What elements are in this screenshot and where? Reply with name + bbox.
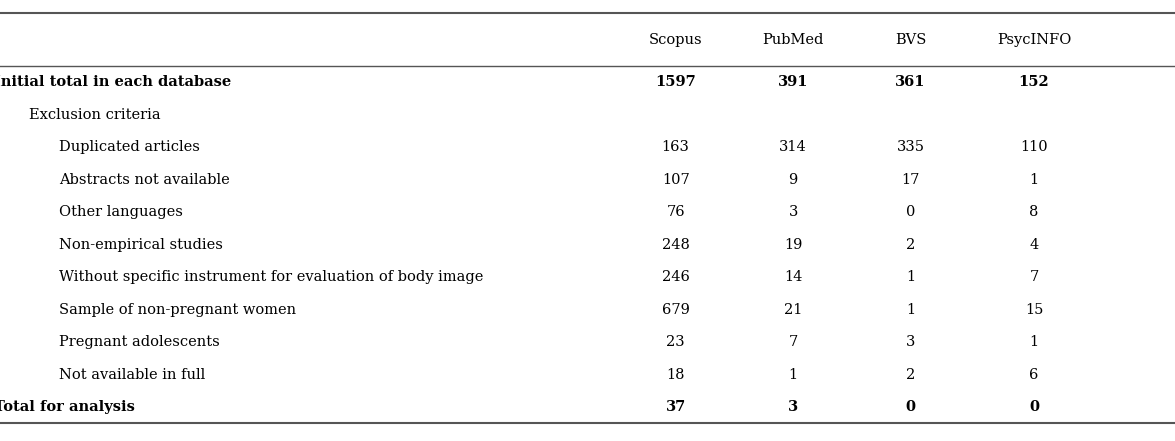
- Text: 314: 314: [779, 140, 807, 154]
- Text: 23: 23: [666, 335, 685, 349]
- Text: BVS: BVS: [895, 33, 926, 47]
- Text: 110: 110: [1020, 140, 1048, 154]
- Text: 15: 15: [1025, 303, 1043, 317]
- Text: Duplicated articles: Duplicated articles: [59, 140, 200, 154]
- Text: 3: 3: [788, 400, 798, 414]
- Text: 0: 0: [1029, 400, 1039, 414]
- Text: 2: 2: [906, 368, 915, 381]
- Text: 1: 1: [1029, 335, 1039, 349]
- Text: Sample of non-pregnant women: Sample of non-pregnant women: [59, 303, 296, 317]
- Text: 21: 21: [784, 303, 803, 317]
- Text: 76: 76: [666, 205, 685, 219]
- Text: 679: 679: [662, 303, 690, 317]
- Text: Scopus: Scopus: [649, 33, 703, 47]
- Text: 152: 152: [1019, 75, 1049, 90]
- Text: PubMed: PubMed: [763, 33, 824, 47]
- Text: 19: 19: [784, 238, 803, 252]
- Text: 8: 8: [1029, 205, 1039, 219]
- Text: 1: 1: [788, 368, 798, 381]
- Text: Other languages: Other languages: [59, 205, 182, 219]
- Text: 7: 7: [1029, 270, 1039, 284]
- Text: Without specific instrument for evaluation of body image: Without specific instrument for evaluati…: [59, 270, 483, 284]
- Text: 4: 4: [1029, 238, 1039, 252]
- Text: 163: 163: [662, 140, 690, 154]
- Text: 1597: 1597: [656, 75, 696, 90]
- Text: 9: 9: [788, 173, 798, 187]
- Text: 3: 3: [906, 335, 915, 349]
- Text: 0: 0: [906, 205, 915, 219]
- Text: 248: 248: [662, 238, 690, 252]
- Text: 17: 17: [901, 173, 920, 187]
- Text: Non-empirical studies: Non-empirical studies: [59, 238, 222, 252]
- Text: Not available in full: Not available in full: [59, 368, 204, 381]
- Text: 335: 335: [897, 140, 925, 154]
- Text: 361: 361: [895, 75, 926, 90]
- Text: Exclusion criteria: Exclusion criteria: [29, 108, 161, 122]
- Text: Abstracts not available: Abstracts not available: [59, 173, 229, 187]
- Text: 37: 37: [665, 400, 686, 414]
- Text: Pregnant adolescents: Pregnant adolescents: [59, 335, 220, 349]
- Text: 3: 3: [788, 205, 798, 219]
- Text: 0: 0: [906, 400, 915, 414]
- Text: Total for analysis: Total for analysis: [0, 400, 135, 414]
- Text: 1: 1: [906, 270, 915, 284]
- Text: 18: 18: [666, 368, 685, 381]
- Text: 391: 391: [778, 75, 808, 90]
- Text: 1: 1: [1029, 173, 1039, 187]
- Text: 246: 246: [662, 270, 690, 284]
- Text: 6: 6: [1029, 368, 1039, 381]
- Text: 7: 7: [788, 335, 798, 349]
- Text: Initial total in each database: Initial total in each database: [0, 75, 231, 90]
- Text: 14: 14: [784, 270, 803, 284]
- Text: 2: 2: [906, 238, 915, 252]
- Text: PsycINFO: PsycINFO: [996, 33, 1072, 47]
- Text: 1: 1: [906, 303, 915, 317]
- Text: 107: 107: [662, 173, 690, 187]
